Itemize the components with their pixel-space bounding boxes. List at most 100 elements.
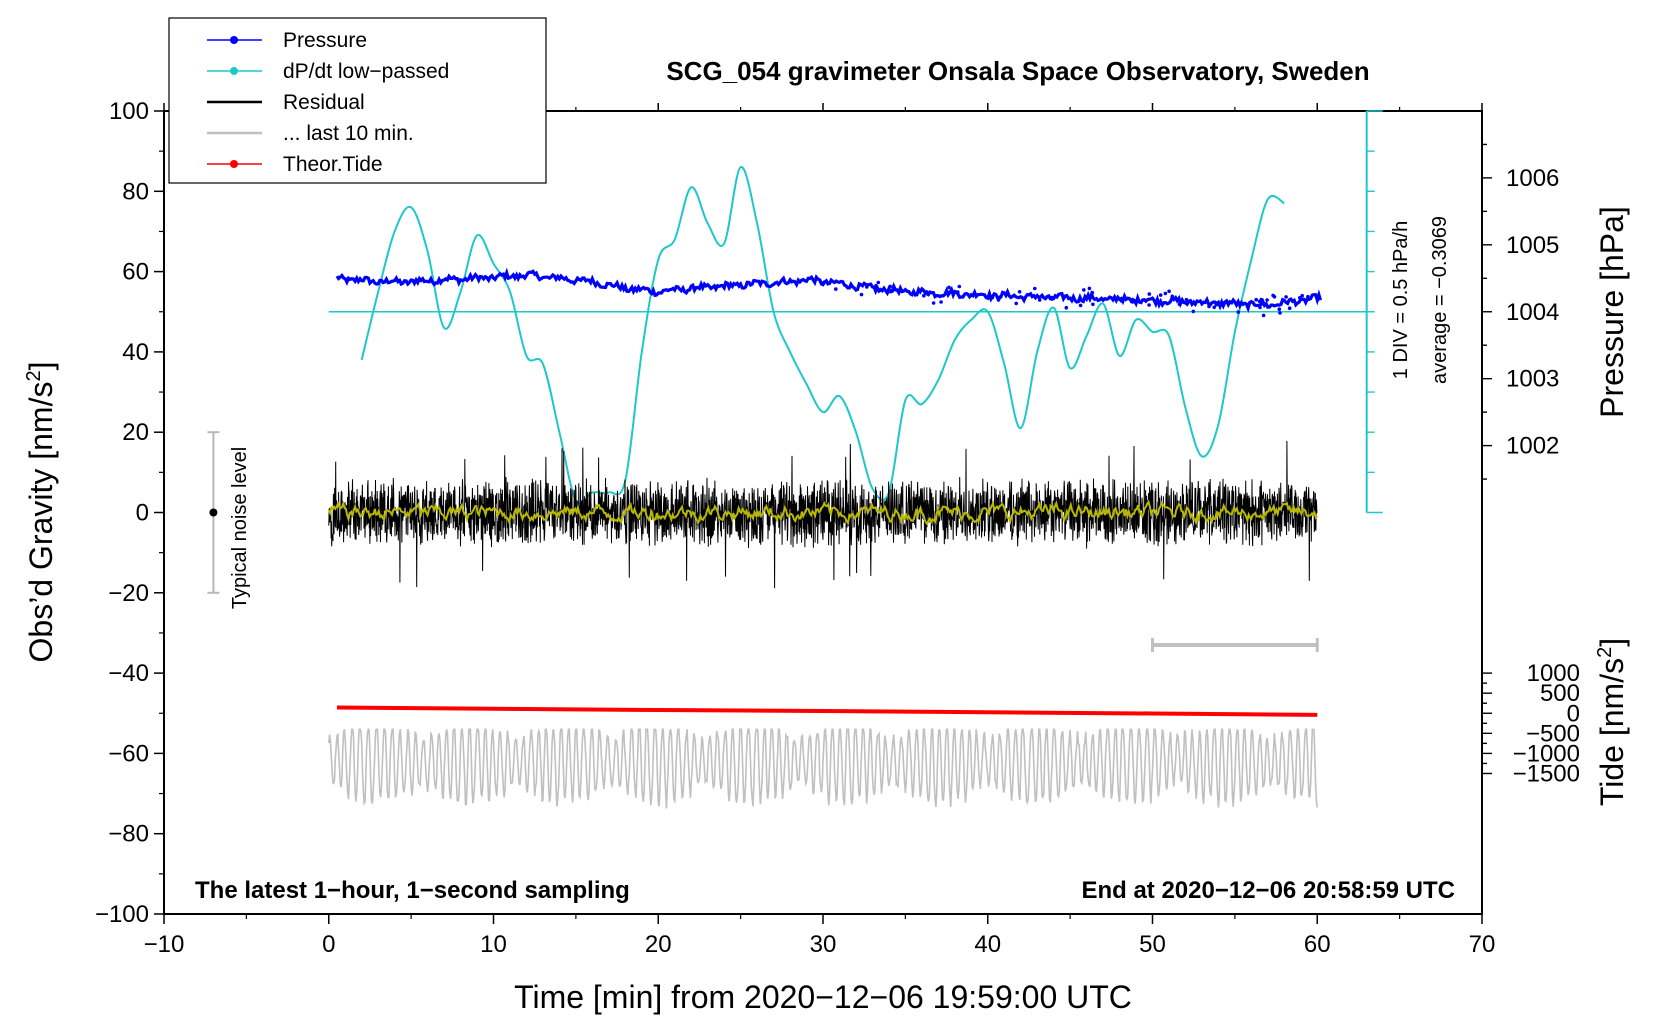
tide-tick-label: 1000 (1527, 660, 1580, 687)
y-tick-label: −20 (108, 580, 149, 607)
tide-line (336, 705, 1318, 717)
pressure-point (1277, 307, 1282, 312)
pressure-point (925, 290, 929, 294)
x-tick-label: 20 (645, 931, 672, 958)
pressure-point (875, 286, 880, 291)
pressure-point (1050, 295, 1054, 300)
x-tick-label: 40 (974, 931, 1001, 958)
tide-tick-label: −1000 (1513, 740, 1580, 767)
pressure-point (1170, 294, 1175, 299)
pressure-tick-label: 1005 (1506, 232, 1559, 259)
legend-label: Residual (283, 91, 365, 114)
y-tick-label: 20 (122, 419, 149, 446)
y-axis-title: Obs’d Gravity [nm/s2] (23, 362, 59, 663)
pressure-point (1130, 300, 1135, 304)
y-tick-label: 60 (122, 259, 149, 286)
x-axis-title: Time [min] from 2020−12−06 19:59:00 UTC (514, 979, 1132, 1015)
y-tick-label: 0 (136, 500, 149, 527)
pressure-point (1017, 290, 1022, 294)
dpdt-scale-bar (1365, 110, 1383, 514)
pressure-point (1191, 309, 1196, 314)
pressure-tick-label: 1006 (1506, 165, 1559, 192)
y-tick-label: 80 (122, 178, 149, 205)
residual-smoothed-series (327, 499, 1318, 527)
x-tick-label: 50 (1139, 931, 1166, 958)
residual-smoothed-line (327, 499, 1318, 527)
legend-label: Pressure (283, 29, 367, 52)
noise-level-label: Typical noise level (229, 447, 251, 609)
x-tick-label: 60 (1304, 931, 1331, 958)
pressure-point (876, 280, 881, 285)
tide-axis-title: Tide [nm/s2] (1594, 638, 1630, 806)
y-tick-label: 100 (109, 98, 149, 125)
pressure-point (1158, 293, 1163, 297)
pressure-point (1287, 306, 1292, 311)
pressure-point (1014, 301, 1018, 306)
tide-tick-label: −1500 (1513, 760, 1580, 787)
pressure-point (1261, 313, 1266, 318)
chart-title: SCG_054 gravimeter Onsala Space Observat… (666, 56, 1369, 86)
pressure-point (1272, 295, 1277, 299)
pressure-point (859, 292, 864, 297)
pressure-point (1147, 292, 1152, 296)
residual-line (328, 440, 1318, 589)
pressure-point (1090, 290, 1095, 295)
last-10-min-bar (1151, 637, 1319, 652)
residual-series (328, 440, 1318, 589)
pressure-point (931, 301, 936, 305)
pressure-series (335, 267, 1323, 318)
annotation-end-time: End at 2020−12−06 20:58:59 UTC (1081, 877, 1455, 904)
pressure-point (865, 285, 869, 289)
pressure-point (1136, 298, 1140, 303)
legend-label: dP/dt low−passed (283, 60, 449, 83)
pressure-line (335, 267, 1323, 314)
legend-label: Theor.Tide (283, 153, 383, 176)
pressure-point (1254, 297, 1258, 302)
pressure-point (922, 293, 926, 298)
noise-bar-center (209, 508, 218, 517)
x-tick-label: −10 (144, 931, 185, 958)
pressure-point (996, 298, 1001, 302)
pressure-point (1284, 295, 1288, 299)
dpdt-average-label: average = −0.3069 (1429, 216, 1451, 384)
y-tick-labels: −100 −80 −60 −40 −20 0 20 40 60 80 100 (95, 98, 149, 928)
pressure-point (939, 300, 943, 304)
pressure-point (822, 280, 826, 285)
legend-label: ... last 10 min. (283, 122, 414, 145)
pressure-point (998, 295, 1002, 299)
pressure-tick-label: 1004 (1506, 299, 1559, 326)
pressure-axis-title: Pressure [hPa] (1594, 206, 1630, 418)
tide-tick-label: 500 (1540, 680, 1580, 707)
pressure-point (1033, 286, 1037, 291)
pressure-point (1306, 294, 1310, 299)
pressure-point (1147, 303, 1151, 307)
pressure-point (888, 284, 892, 289)
legend-marker (230, 160, 238, 168)
pressure-point (1082, 288, 1086, 292)
pressure-point (1064, 305, 1069, 310)
x-tick-label: 0 (322, 931, 335, 958)
x-tick-label: 30 (810, 931, 837, 958)
pressure-point (1214, 303, 1219, 307)
pressure-point (1037, 298, 1042, 302)
tide-tick-label: 0 (1567, 700, 1580, 727)
legend-marker (230, 36, 238, 44)
pressure-point (1167, 289, 1171, 294)
pressure-point (957, 284, 962, 289)
pressure-point (1265, 298, 1269, 302)
y-tick-label: −40 (108, 660, 149, 687)
pressure-tick-labels: 1002 1003 1004 1005 1006 (1506, 165, 1559, 460)
dpdt-scale-label: 1 DIV = 0.5 hPa/h (1390, 221, 1412, 379)
pressure-point (1236, 310, 1241, 314)
legend: Pressure dP/dt low−passed Residual ... last… (168, 17, 547, 184)
tide-tick-label: −500 (1526, 720, 1580, 747)
legend-marker (230, 67, 238, 75)
x-tick-labels: −10 0 10 20 30 40 50 60 70 (144, 931, 1496, 958)
pressure-point (1259, 297, 1264, 302)
legend-box (168, 17, 547, 184)
dpdt-line (360, 166, 1285, 505)
last-10-min-series (328, 727, 1318, 809)
noise-level-bar (207, 431, 220, 594)
